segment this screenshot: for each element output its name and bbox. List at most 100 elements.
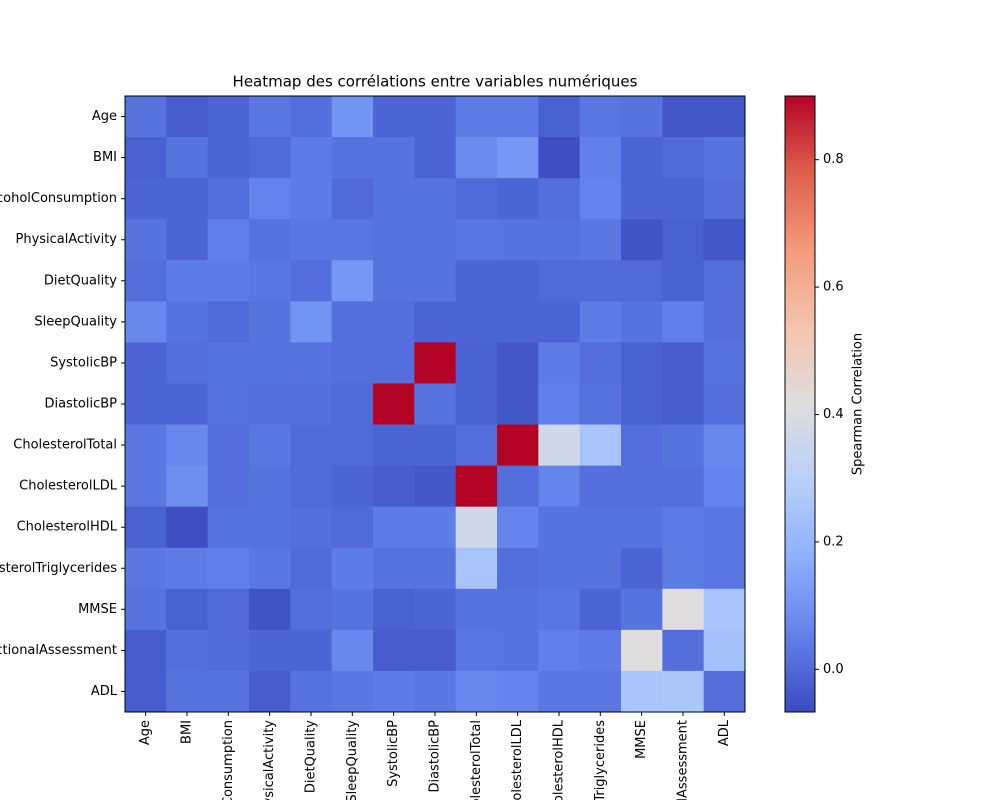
y-tick-label: AlcoholConsumption — [0, 191, 117, 206]
heatmap-cell — [621, 178, 663, 220]
heatmap-cell — [662, 588, 705, 631]
colorbar-label: Spearman Correlation — [851, 333, 866, 475]
heatmap-cell — [331, 465, 374, 508]
heatmap-cell — [579, 670, 622, 713]
heatmap-cell — [290, 506, 333, 549]
heatmap-cell — [497, 137, 539, 179]
y-tick-label: MMSE — [78, 602, 117, 617]
heatmap-cell — [538, 465, 581, 508]
x-tick-label: DiastolicBP — [428, 720, 443, 793]
heatmap-cell — [662, 506, 705, 549]
heatmap-cell — [207, 670, 250, 713]
heatmap-cell — [538, 670, 581, 713]
heatmap-cell — [207, 342, 250, 384]
heatmap-cell — [538, 301, 581, 343]
heatmap-cell — [579, 260, 622, 302]
y-tick-label: SleepQuality — [34, 314, 117, 329]
heatmap-cell — [125, 465, 167, 508]
heatmap-cell — [166, 424, 209, 467]
heatmap-cell — [290, 465, 333, 508]
heatmap-cell — [579, 178, 622, 220]
heatmap-cell — [166, 670, 209, 713]
heatmap-cell — [579, 506, 622, 549]
heatmap-cell — [331, 342, 374, 384]
heatmap-cell — [414, 670, 457, 713]
heatmap-cell — [455, 629, 498, 672]
heatmap-cell — [290, 301, 333, 343]
heatmap-cell — [249, 506, 291, 549]
heatmap-cell — [497, 424, 539, 467]
heatmap-cell — [414, 260, 457, 302]
heatmap-cell — [249, 588, 291, 631]
heatmap-cell — [249, 383, 291, 426]
heatmap-cell — [207, 506, 250, 549]
heatmap-cell — [290, 670, 333, 713]
heatmap-cell — [207, 137, 250, 179]
heatmap-cell — [373, 506, 415, 549]
heatmap-cell — [373, 260, 415, 302]
heatmap-cell — [621, 301, 663, 343]
heatmap-cell — [538, 260, 581, 302]
heatmap-cell — [249, 137, 291, 179]
heatmap-cell — [125, 301, 167, 343]
heatmap-cell — [621, 588, 663, 631]
heatmap-cell — [373, 342, 415, 384]
x-tick-label: SystolicBP — [386, 720, 401, 787]
heatmap-cell — [579, 342, 622, 384]
heatmap-cell — [621, 547, 663, 590]
heatmap-cell — [579, 588, 622, 631]
heatmap-cell — [538, 383, 581, 426]
heatmap-cell — [662, 629, 705, 672]
heatmap-cell — [290, 547, 333, 590]
heatmap-cell — [125, 588, 167, 631]
colorbar — [784, 95, 816, 713]
heatmap-cell — [125, 547, 167, 590]
heatmap-cell — [414, 506, 457, 549]
heatmap-cell — [703, 383, 746, 426]
heatmap-cell — [662, 342, 705, 384]
heatmap-cell — [455, 424, 498, 467]
heatmap-cell — [373, 670, 415, 713]
heatmap-cell — [290, 424, 333, 467]
heatmap-cell — [331, 301, 374, 343]
heatmap-cell — [290, 260, 333, 302]
heatmap-cell — [621, 629, 663, 672]
heatmap-cell — [414, 629, 457, 672]
x-tick-label: ADL — [717, 719, 732, 746]
heatmap-cell — [373, 301, 415, 343]
heatmap-cell — [331, 383, 374, 426]
heatmap-cell — [249, 301, 291, 343]
heatmap-cell — [414, 301, 457, 343]
x-tick-label: BMI — [180, 720, 195, 744]
heatmap-cell — [207, 629, 250, 672]
y-tick-label: Age — [92, 109, 117, 124]
heatmap-cell — [538, 137, 581, 179]
heatmap-cell — [166, 383, 209, 426]
heatmap-cell — [414, 342, 457, 384]
heatmap-cell — [497, 260, 539, 302]
heatmap-cell — [579, 629, 622, 672]
heatmap-cell — [331, 178, 374, 220]
heatmap-cell — [662, 260, 705, 302]
heatmap-cell — [703, 219, 746, 261]
heatmap-cell — [538, 342, 581, 384]
heatmap-cell — [579, 137, 622, 179]
heatmap-cell — [166, 629, 209, 672]
heatmap-cell — [249, 260, 291, 302]
heatmap-cell — [703, 96, 746, 138]
heatmap-cell — [331, 137, 374, 179]
heatmap-cell — [414, 424, 457, 467]
heatmap-cell — [621, 137, 663, 179]
heatmap-cell — [703, 506, 746, 549]
heatmap-cell — [125, 178, 167, 220]
heatmap-cell — [538, 219, 581, 261]
heatmap-cell — [538, 506, 581, 549]
heatmap-cell — [166, 547, 209, 590]
heatmap-cell — [373, 424, 415, 467]
heatmap-cell — [414, 465, 457, 508]
heatmap-cell — [662, 547, 705, 590]
chart-title: Heatmap des corrélations entre variables… — [233, 73, 638, 91]
heatmap-cell — [207, 383, 250, 426]
heatmap-cell — [249, 670, 291, 713]
